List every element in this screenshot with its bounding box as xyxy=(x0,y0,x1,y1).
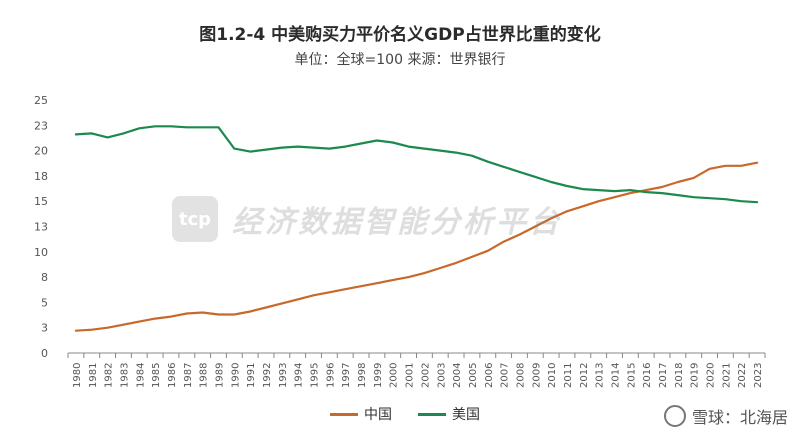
y-tick-label: 20 xyxy=(34,145,48,158)
x-tick-label: 2013 xyxy=(595,363,606,388)
x-tick-label: 1983 xyxy=(119,363,130,388)
x-tick-label: 1982 xyxy=(104,363,115,388)
y-tick-label: 23 xyxy=(34,119,48,132)
x-tick-label: 1984 xyxy=(135,363,146,388)
x-tick-label: 1986 xyxy=(167,363,178,388)
x-tick-label: 2021 xyxy=(721,363,732,388)
x-tick-label: 2000 xyxy=(389,363,400,388)
x-tick-label: 1987 xyxy=(183,363,194,388)
y-tick-label: 15 xyxy=(34,195,48,208)
x-tick-label: 2005 xyxy=(468,363,479,388)
x-tick-label: 2018 xyxy=(674,363,685,388)
x-tick-label: 1985 xyxy=(151,363,162,388)
y-tick-label: 18 xyxy=(34,170,48,183)
x-tick-label: 1993 xyxy=(278,363,289,388)
x-tick-label: 2023 xyxy=(753,363,764,388)
axes xyxy=(67,352,766,358)
x-tick-label: 1980 xyxy=(72,363,83,388)
legend-swatch-usa xyxy=(418,412,446,416)
x-tick-label: 2002 xyxy=(420,363,431,388)
snowball-icon xyxy=(663,405,686,427)
x-tick-label: 2010 xyxy=(547,363,558,388)
x-tick-label: 2004 xyxy=(452,363,463,388)
y-axis-ticks: 0 3 5 8 10 13 15 18 20 23 25 xyxy=(34,94,48,360)
x-axis-ticks: 1980 1981 1982 1983 1984 1985 1986 1987 1988 1989… xyxy=(72,363,764,388)
x-tick-label: 2020 xyxy=(706,363,717,388)
legend-label-china: 中国 xyxy=(364,407,392,423)
x-tick-label: 1996 xyxy=(325,363,336,388)
x-tick-label: 2015 xyxy=(626,363,637,388)
x-tick-label: 1989 xyxy=(214,363,225,388)
y-tick-label: 3 xyxy=(41,322,48,335)
series-line-china xyxy=(74,161,759,332)
chart-title: 图1.2-4 中美购买力平价名义GDP占世界比重的变化 xyxy=(199,25,601,45)
x-tick-label: 2008 xyxy=(515,363,526,388)
x-tick-label: 2009 xyxy=(531,363,542,388)
y-tick-label: 25 xyxy=(34,94,48,107)
chart-subtitle: 单位：全球=100 来源：世界银行 xyxy=(294,52,506,68)
legend-swatch-china xyxy=(330,412,358,416)
y-tick-label: 13 xyxy=(34,221,48,234)
x-tick-label: 1995 xyxy=(310,363,321,388)
legend-item-china: 中国 xyxy=(330,404,392,424)
series-lines xyxy=(74,125,759,332)
x-tick-label: 2011 xyxy=(563,363,574,388)
x-tick-label: 1998 xyxy=(357,363,368,388)
x-tick-label: 2007 xyxy=(500,363,511,388)
x-tick-label: 1990 xyxy=(230,363,241,388)
x-tick-label: 1997 xyxy=(341,363,352,388)
y-tick-label: 8 xyxy=(41,271,48,284)
x-tick-label: 2014 xyxy=(611,363,622,388)
x-tick-label: 2022 xyxy=(737,363,748,388)
series-line-usa xyxy=(74,125,759,204)
y-tick-label: 0 xyxy=(41,347,48,360)
legend-label-usa: 美国 xyxy=(452,407,480,423)
credit: 雪球：北海居 xyxy=(663,404,788,428)
legend-item-usa: 美国 xyxy=(418,404,480,424)
legend: 中国 美国 xyxy=(330,404,480,424)
x-tick-label: 1991 xyxy=(246,363,257,388)
x-tick-label: 2017 xyxy=(658,363,669,388)
y-tick-label: 5 xyxy=(41,296,48,309)
x-tick-label: 1999 xyxy=(373,363,384,388)
x-tick-label: 1994 xyxy=(294,363,305,388)
x-tick-label: 1992 xyxy=(262,363,273,388)
x-tick-label: 1988 xyxy=(199,363,210,388)
credit-text: 雪球：北海居 xyxy=(691,408,788,427)
x-tick-label: 2019 xyxy=(690,363,701,388)
x-tick-label: 2012 xyxy=(579,363,590,388)
x-tick-label: 2006 xyxy=(484,363,495,388)
x-tick-label: 1981 xyxy=(88,363,99,388)
y-tick-label: 10 xyxy=(34,246,48,259)
x-tick-label: 2003 xyxy=(436,363,447,388)
x-tick-label: 2001 xyxy=(405,363,416,388)
x-tick-label: 2016 xyxy=(642,363,653,388)
